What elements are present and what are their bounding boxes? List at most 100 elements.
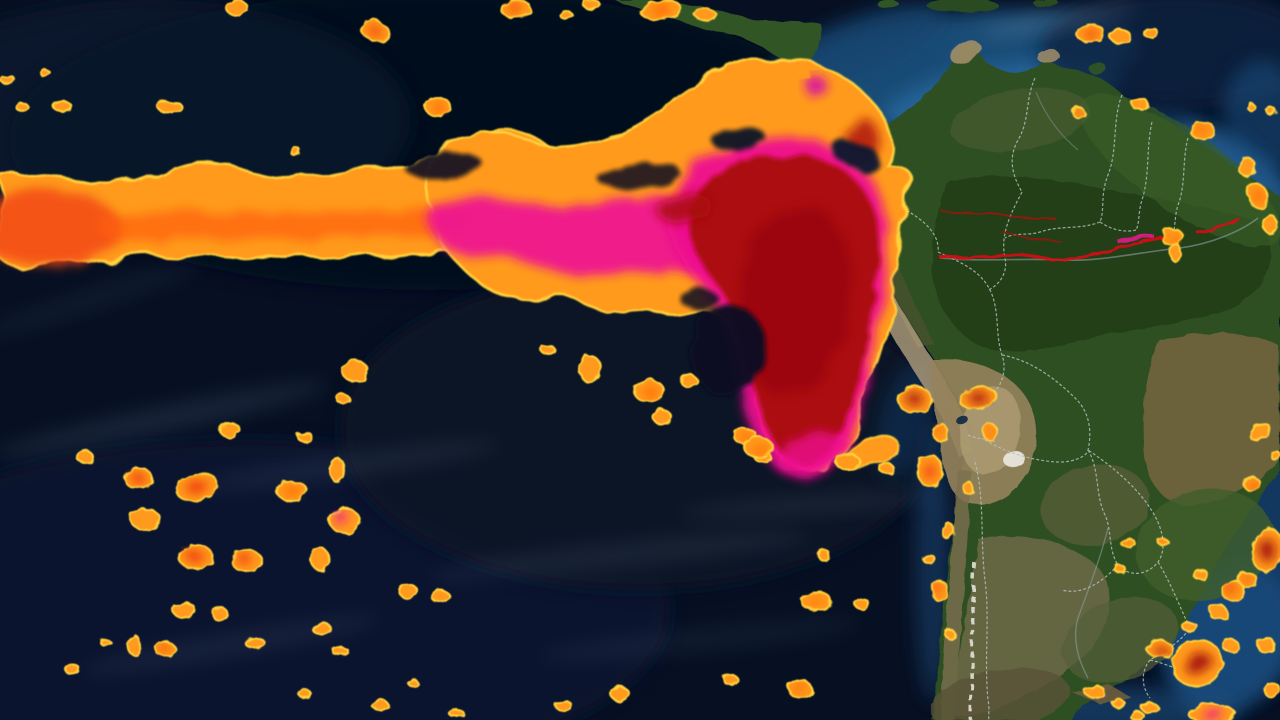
heat-anomaly-blob [1243, 576, 1253, 584]
landcover-layer [845, 40, 1280, 720]
central-america-landmass [615, 0, 880, 128]
parana-river [1074, 527, 1109, 679]
heat-anomaly-blob [555, 700, 573, 712]
heat-anomaly-blob [1160, 540, 1166, 544]
border-venezuela-colombia [1011, 77, 1036, 193]
cool-hole-coast [832, 140, 880, 172]
heat-anomaly-blob [211, 607, 229, 621]
heat-anomaly-blob [610, 686, 630, 702]
heat-anomaly-blob [508, 4, 524, 14]
heat-anomaly-blob [924, 463, 936, 479]
cool-notch-southwest [689, 306, 767, 394]
cloud-streak [431, 531, 809, 579]
island-trinidad [1088, 62, 1106, 74]
heat-anomaly-blob [297, 431, 313, 443]
band-darkred-patch [659, 192, 711, 224]
heat-anomaly-blob [1192, 568, 1208, 580]
south-magenta-fringe [773, 433, 851, 471]
heat-anomaly-blob [131, 473, 145, 483]
heat-anomaly-blob [652, 409, 672, 425]
llanos-lighter-green [950, 88, 1090, 152]
cloud-streak [0, 261, 205, 339]
heat-anomaly-blob [1141, 702, 1159, 714]
heat-anomaly-blob [817, 549, 831, 561]
heat-anomaly-blob [651, 5, 671, 15]
heat-anomaly-blob [52, 100, 72, 112]
heat-anomaly-blob [641, 385, 657, 397]
heat-anomaly-blob [430, 589, 450, 603]
llanos-river-anomaly-b [1001, 231, 1063, 243]
amazon-mouth-shelf [1222, 60, 1280, 180]
heat-anomaly-blob [341, 360, 369, 382]
heat-anomaly-blob [1166, 233, 1178, 241]
cloud-streak [0, 382, 327, 458]
heat-anomaly-blob [1260, 540, 1276, 562]
heat-anomaly-blob [922, 554, 936, 564]
heat-anomaly-blob [64, 663, 80, 675]
heat-anomaly-blob [1114, 564, 1126, 574]
heat-anomaly-blob [0, 75, 16, 85]
cool-hole-gap [714, 127, 766, 153]
heat-anomaly-blob [1083, 28, 1097, 38]
heat-anomaly-blob [936, 427, 944, 437]
border-peru-chile [967, 434, 997, 443]
guiana-highlands-green [1079, 93, 1280, 247]
border-suriname-guiana [1171, 137, 1189, 236]
heat-anomaly-blob [1269, 450, 1280, 460]
heat-anomaly-blob [245, 636, 265, 650]
heat-anomaly-blob [1131, 97, 1149, 111]
heat-anomaly-blob [1253, 189, 1263, 203]
andes-snow-ridge [968, 562, 977, 720]
island-puerto-rico [1033, 0, 1059, 7]
heat-anomaly-blob [1184, 651, 1210, 675]
lake-titicaca [956, 415, 968, 425]
llanos-river-anomaly-a [939, 209, 1057, 220]
border-brazil-north-east [1099, 221, 1137, 232]
heat-anomaly-blob [329, 457, 345, 483]
patagonia-brown [930, 668, 1070, 720]
heat-anomaly-blob [1208, 604, 1228, 620]
heat-anomaly-blob [312, 622, 332, 636]
rivers-layer [939, 91, 1259, 679]
heat-anomaly-blob [310, 547, 330, 571]
cloud-streak [540, 619, 860, 661]
heat-anomaly-blob [39, 69, 51, 77]
south-brazil-green [1135, 488, 1275, 602]
heat-anomaly-blob [969, 392, 987, 404]
heat-anomaly-blob [962, 481, 974, 495]
heat-anomaly-blob [583, 0, 601, 11]
cool-notch-extension [682, 288, 718, 312]
heat-anomaly-blob [186, 480, 208, 494]
heat-anomaly-blob [751, 442, 765, 452]
heat-anomaly-blob [1182, 621, 1198, 633]
orinoco-river [1035, 91, 1079, 151]
heat-anomaly-blob [941, 522, 955, 540]
heat-anomaly-blob [559, 10, 573, 20]
heat-anomaly-blob [298, 689, 312, 699]
border-peru-brazil [937, 251, 1005, 399]
amazon-river-anomaly-east [1195, 217, 1241, 234]
border-guyana-venezuela [1099, 94, 1123, 223]
heat-anomaly-blob [1111, 698, 1125, 708]
heat-anomaly-blob [1265, 107, 1277, 115]
border-guyana-suriname [1135, 121, 1153, 231]
heat-anomaly-blob [722, 673, 738, 685]
heat-anomaly-blob [100, 639, 112, 647]
darkred-inner-crimson [738, 205, 852, 395]
heat-anomaly-blob [1248, 422, 1272, 442]
border-paraguay-loop [1087, 449, 1164, 574]
heat-anomaly-blob [76, 450, 94, 464]
atacama-chile-strip [940, 470, 972, 720]
brazil-cerrado-brown [1143, 333, 1280, 506]
heat-anomaly-blob [239, 555, 255, 567]
heat-anomaly-blob [578, 355, 602, 383]
heat-anomaly-blob [1256, 637, 1276, 653]
heat-anomaly-blob [906, 393, 924, 407]
heat-anomaly-blob [540, 345, 556, 355]
cloud-streak [201, 440, 499, 490]
band-red-orange-streak [97, 209, 474, 241]
sst-anomaly-plume-layer [0, 57, 1241, 478]
